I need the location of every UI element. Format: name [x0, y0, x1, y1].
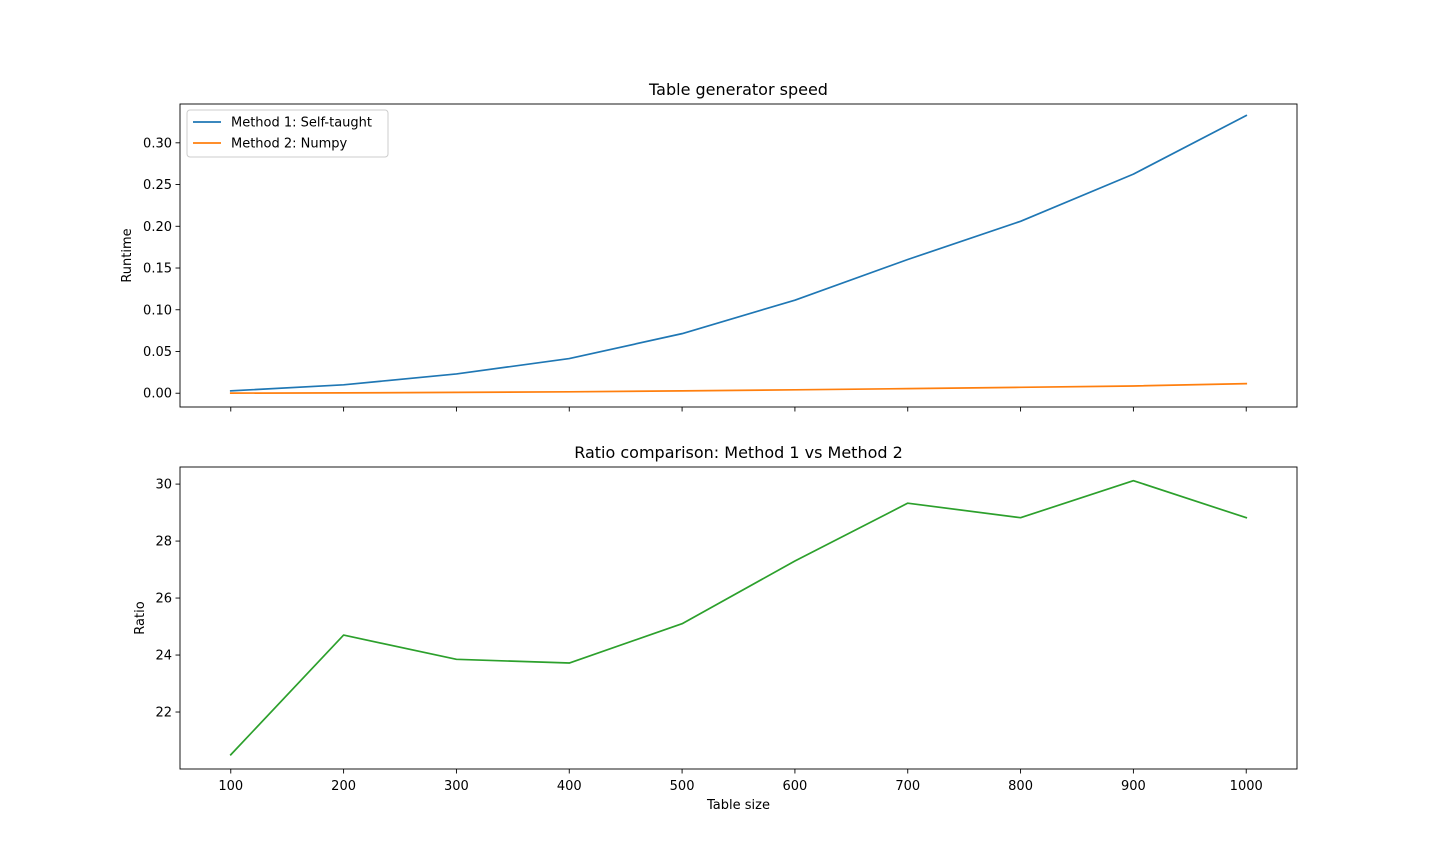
y-tick-label: 28: [155, 535, 172, 550]
x-tick-label: 100: [218, 779, 243, 794]
x-tick-label: 500: [670, 779, 695, 794]
series-line-2: [229, 382, 1248, 394]
y-tick-label: 0.10: [143, 303, 172, 318]
x-tick-label: 600: [783, 779, 808, 794]
chart-panel-2: Ratio comparison: Method 1 vs Method 2 10…: [133, 443, 1298, 813]
y-tick-label: 22: [155, 706, 172, 721]
y-tick-label: 26: [155, 592, 172, 607]
x-axis-label: Table size: [706, 798, 770, 813]
y-tick-label: 30: [155, 478, 172, 493]
series-line-1: [229, 114, 1248, 392]
legend-label: Method 2: Numpy: [231, 137, 348, 152]
x-tick-label: 1000: [1230, 779, 1263, 794]
plot-frame: [179, 103, 1298, 408]
y-tick-label: 0.00: [143, 387, 172, 402]
x-tick-label: 400: [557, 779, 582, 794]
series-line-1: [229, 479, 1248, 756]
y-tick-label: 24: [155, 649, 172, 664]
y-tick-label: 0.15: [143, 262, 172, 277]
x-tick-label: 900: [1121, 779, 1146, 794]
x-tick-label: 700: [895, 779, 920, 794]
x-tick-label: 200: [331, 779, 356, 794]
y-tick-label: 0.30: [143, 136, 172, 151]
y-axis-label: Ratio: [133, 601, 148, 634]
chart-title: Table generator speed: [648, 80, 828, 99]
y-tick-label: 0.20: [143, 220, 172, 235]
legend-box: [186, 109, 389, 158]
plot-frame: [179, 466, 1298, 770]
y-tick-label: 0.25: [143, 178, 172, 193]
chart-title: Ratio comparison: Method 1 vs Method 2: [574, 443, 903, 462]
x-tick-label: 300: [444, 779, 469, 794]
x-tick-label: 800: [1008, 779, 1033, 794]
y-axis-label: Runtime: [120, 228, 135, 282]
y-tick-label: 0.05: [143, 345, 172, 360]
chart-panel-1: Table generator speed 0.00 0.05 0.10 0.15 0.2…: [120, 80, 1298, 412]
legend: Method 1: Self-taught Method 2: Numpy: [186, 109, 389, 158]
legend-label: Method 1: Self-taught: [231, 116, 372, 131]
